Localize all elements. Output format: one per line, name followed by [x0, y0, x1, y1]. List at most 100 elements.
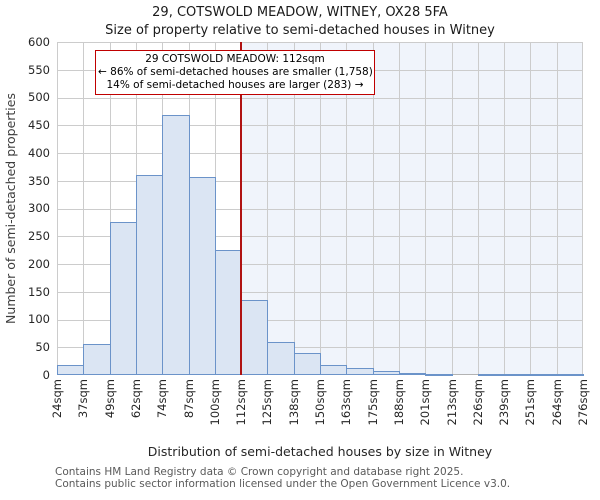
y-tick-label: 50	[35, 340, 50, 354]
y-tick-label: 200	[28, 257, 50, 271]
x-tick-label: 125sqm	[260, 379, 274, 425]
x-tick-label: 37sqm	[76, 379, 90, 418]
gridline-vertical	[294, 42, 295, 375]
x-tick-label-text: 188sqm	[392, 379, 406, 426]
histogram-bar	[346, 368, 374, 375]
histogram-bar	[189, 177, 216, 375]
histogram-bar	[320, 365, 347, 375]
y-tick-label: 450	[28, 118, 50, 132]
y-tick-label: 100	[28, 312, 50, 326]
annotation-line-1: 29 COTSWOLD MEADOW: 112sqm	[145, 53, 325, 65]
gridline-vertical	[57, 42, 58, 375]
gridline-vertical	[267, 42, 268, 375]
histogram-bar	[425, 374, 453, 376]
figure-subtitle: Size of property relative to semi-detach…	[105, 23, 495, 38]
y-tick-label: 550	[28, 63, 50, 77]
x-tick-label-text: 37sqm	[76, 379, 90, 419]
histogram-bar	[399, 373, 426, 375]
x-tick-label: 100sqm	[208, 379, 222, 425]
histogram-bar	[162, 115, 190, 375]
plot-area	[57, 42, 584, 376]
y-tick-label: 350	[28, 174, 50, 188]
figure-title: 29, COTSWOLD MEADOW, WITNEY, OX28 5FA	[152, 5, 448, 20]
gridline-vertical	[530, 42, 531, 375]
x-tick-label: 74sqm	[155, 379, 169, 418]
x-tick-label-text: 74sqm	[155, 379, 169, 419]
gridline-vertical	[504, 42, 505, 375]
x-tick-label-text: 150sqm	[313, 379, 327, 426]
x-tick-label-text: 264sqm	[550, 379, 564, 426]
x-tick-label: 163sqm	[339, 379, 353, 425]
x-tick-label-text: 125sqm	[260, 379, 274, 426]
x-tick-label: 264sqm	[550, 379, 564, 425]
histogram-bar	[504, 374, 531, 376]
x-tick-label-text: 213sqm	[445, 379, 459, 426]
x-tick-label: 150sqm	[313, 379, 327, 425]
x-tick-label-text: 226sqm	[471, 379, 485, 426]
x-tick-label-text: 239sqm	[497, 379, 511, 426]
histogram-bar	[83, 344, 111, 375]
x-tick-label: 239sqm	[497, 379, 511, 425]
y-tick-label: 250	[28, 229, 50, 243]
y-tick-label: 400	[28, 146, 50, 160]
x-tick-label: 138sqm	[287, 379, 301, 425]
footer-line-1: Contains HM Land Registry data © Crown c…	[55, 466, 464, 478]
x-tick-label: 62sqm	[129, 379, 143, 418]
histogram-bar	[478, 374, 505, 376]
gridline-vertical	[346, 42, 347, 375]
x-tick-label: 24sqm	[50, 379, 64, 418]
histogram-bar	[136, 175, 163, 375]
x-tick-label: 251sqm	[523, 379, 537, 425]
shaded-region-larger	[241, 42, 583, 375]
y-tick-label: 300	[28, 201, 50, 215]
x-tick-label-text: 62sqm	[129, 379, 143, 419]
x-tick-label-text: 251sqm	[523, 379, 537, 426]
histogram-bar	[215, 250, 242, 375]
x-tick-label: 49sqm	[103, 379, 117, 418]
x-tick-label-text: 112sqm	[234, 379, 248, 426]
gridline-vertical	[373, 42, 374, 375]
x-tick-label: 87sqm	[182, 379, 196, 418]
annotation-line-3: 14% of semi-detached houses are larger (…	[106, 79, 364, 91]
x-tick-label: 226sqm	[471, 379, 485, 425]
gridline-vertical	[320, 42, 321, 375]
x-tick-label: 175sqm	[366, 379, 380, 425]
histogram-bar	[241, 300, 268, 375]
property-size-marker-line	[240, 42, 242, 375]
x-axis-label: Distribution of semi-detached houses by …	[147, 444, 493, 459]
x-tick-label-text: 201sqm	[418, 379, 432, 426]
x-tick-label-text: 175sqm	[366, 379, 380, 426]
gridline-vertical	[557, 42, 558, 375]
gridline-vertical	[83, 42, 84, 375]
x-tick-label: 112sqm	[234, 379, 248, 425]
footer-line-2: Contains public sector information licen…	[55, 478, 511, 490]
histogram-bar	[557, 374, 584, 376]
histogram-bar	[57, 365, 84, 375]
annotation-box: 29 COTSWOLD MEADOW: 112sqm ← 86% of semi…	[95, 50, 375, 95]
histogram-bar	[267, 342, 295, 375]
y-tick-label: 150	[28, 285, 50, 299]
x-tick-label: 201sqm	[418, 379, 432, 425]
y-tick-label: 500	[28, 90, 50, 104]
gridline-vertical	[399, 42, 400, 375]
x-tick-label: 213sqm	[445, 379, 459, 425]
gridline-vertical	[478, 42, 479, 375]
gridline-vertical	[425, 42, 426, 375]
x-tick-label-text: 24sqm	[50, 379, 64, 419]
x-tick-label-text: 87sqm	[182, 379, 196, 419]
x-tick-label-text: 138sqm	[287, 379, 301, 426]
gridline-vertical	[452, 42, 453, 375]
x-tick-label-text: 49sqm	[103, 379, 117, 419]
y-tick-label: 600	[28, 35, 50, 49]
x-tick-label: 276sqm	[576, 379, 590, 425]
x-tick-label-text: 276sqm	[576, 379, 590, 426]
histogram-bar	[530, 374, 558, 376]
histogram-bar	[294, 353, 321, 375]
y-tick-label: 0	[42, 368, 50, 382]
x-tick-label-text: 163sqm	[339, 379, 353, 426]
gridline-vertical	[110, 42, 111, 375]
annotation-line-2: ← 86% of semi-detached houses are smalle…	[98, 66, 373, 78]
x-tick-label: 188sqm	[392, 379, 406, 425]
x-tick-label-text: 100sqm	[208, 379, 222, 426]
